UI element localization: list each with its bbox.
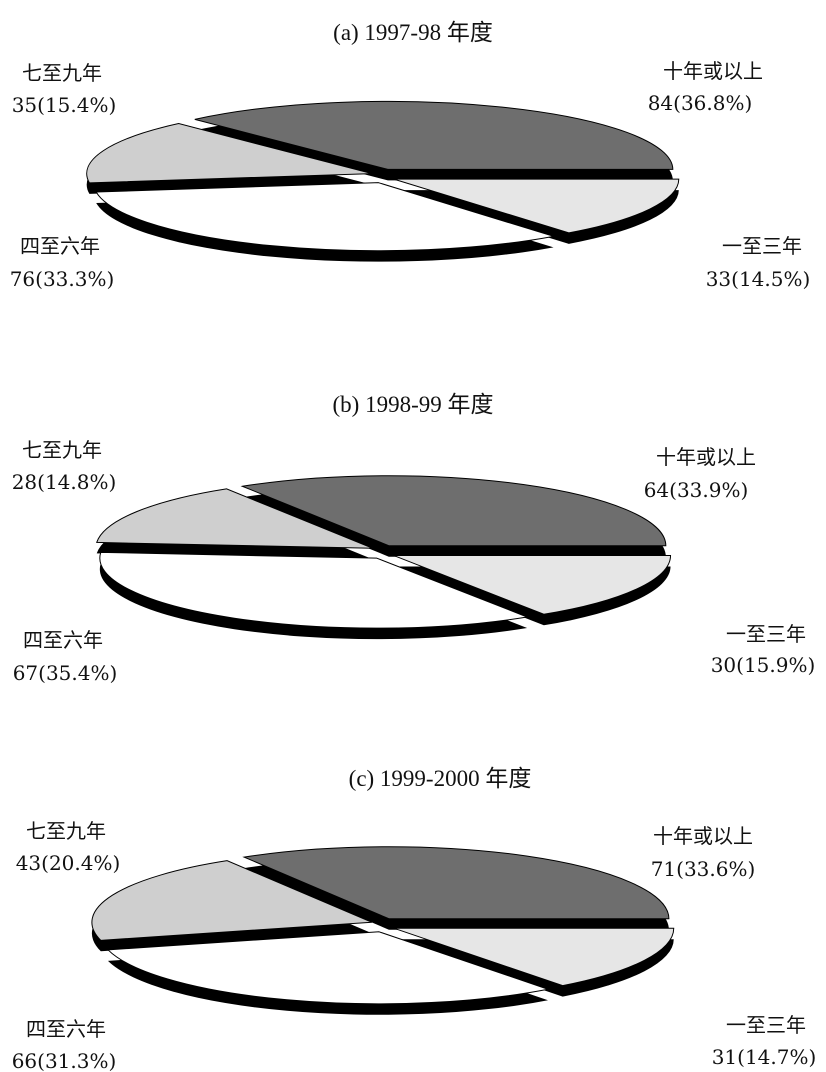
pie-panel-c: (c) 1999-2000 年度 十年或以上 71(33.6%) 一至三年 31…	[12, 766, 817, 1072]
slice-1-3-years-c	[393, 927, 675, 987]
slice-7-9-years-c	[91, 860, 373, 941]
slice-10-plus-years-a	[194, 100, 674, 170]
pie-a	[86, 100, 680, 262]
chart-title-b: (b) 1998-99 年度	[333, 392, 494, 417]
chart-title-c: (c) 1999-2000 年度	[349, 766, 532, 791]
value-10-plus-years-a: 84(36.8%)	[648, 91, 753, 115]
value-1-3-years-c: 31(14.7%)	[712, 1045, 817, 1069]
label-7-9-years-c: 七至九年	[26, 819, 106, 843]
slice-4-6-years-a	[95, 182, 554, 252]
slice-10-plus-years-b	[240, 475, 667, 547]
label-1-3-years-a: 一至三年	[722, 234, 802, 258]
chart-title-a: (a) 1997-98 年度	[333, 20, 493, 45]
slice-4-6-years-b	[99, 551, 529, 629]
value-7-9-years-a: 35(15.4%)	[12, 93, 117, 117]
slice-1-3-years-b	[393, 554, 672, 615]
label-10-plus-years-a: 十年或以上	[663, 59, 763, 83]
value-4-6-years-b: 67(35.4%)	[13, 661, 118, 685]
pie-panel-a: (a) 1997-98 年度 十年或以上 84(36.8%) 一至三年 33(1…	[10, 20, 811, 291]
value-4-6-years-a: 76(33.3%)	[10, 267, 115, 291]
value-7-9-years-b: 28(14.8%)	[12, 470, 117, 494]
label-4-6-years-a: 四至六年	[20, 234, 100, 258]
value-10-plus-years-b: 64(33.9%)	[644, 478, 749, 502]
slice-10-plus-years-c	[242, 846, 670, 920]
label-7-9-years-b: 七至九年	[22, 438, 102, 462]
value-1-3-years-a: 33(14.5%)	[706, 267, 811, 291]
slice-7-9-years-a	[86, 123, 372, 184]
value-10-plus-years-c: 71(33.6%)	[651, 857, 756, 881]
value-7-9-years-c: 43(20.4%)	[16, 851, 121, 875]
slice-7-9-years-b	[96, 488, 373, 549]
slice-1-3-years-a	[393, 178, 680, 234]
label-4-6-years-b: 四至六年	[23, 628, 103, 652]
value-4-6-years-c: 66(31.3%)	[12, 1049, 117, 1072]
label-7-9-years-a: 七至九年	[22, 61, 102, 85]
value-1-3-years-b: 30(15.9%)	[711, 653, 816, 677]
label-1-3-years-b: 一至三年	[726, 622, 806, 646]
label-4-6-years-c: 四至六年	[26, 1017, 106, 1041]
pie-c	[91, 846, 675, 1015]
label-1-3-years-c: 一至三年	[726, 1013, 806, 1037]
pie-panel-b: (b) 1998-99 年度 十年或以上 64(33.9%) 一至三年 30(1…	[12, 392, 816, 685]
pie-b	[96, 475, 672, 640]
slice-4-6-years-c	[106, 931, 550, 1005]
label-10-plus-years-b: 十年或以上	[656, 445, 756, 469]
label-10-plus-years-c: 十年或以上	[653, 824, 753, 848]
